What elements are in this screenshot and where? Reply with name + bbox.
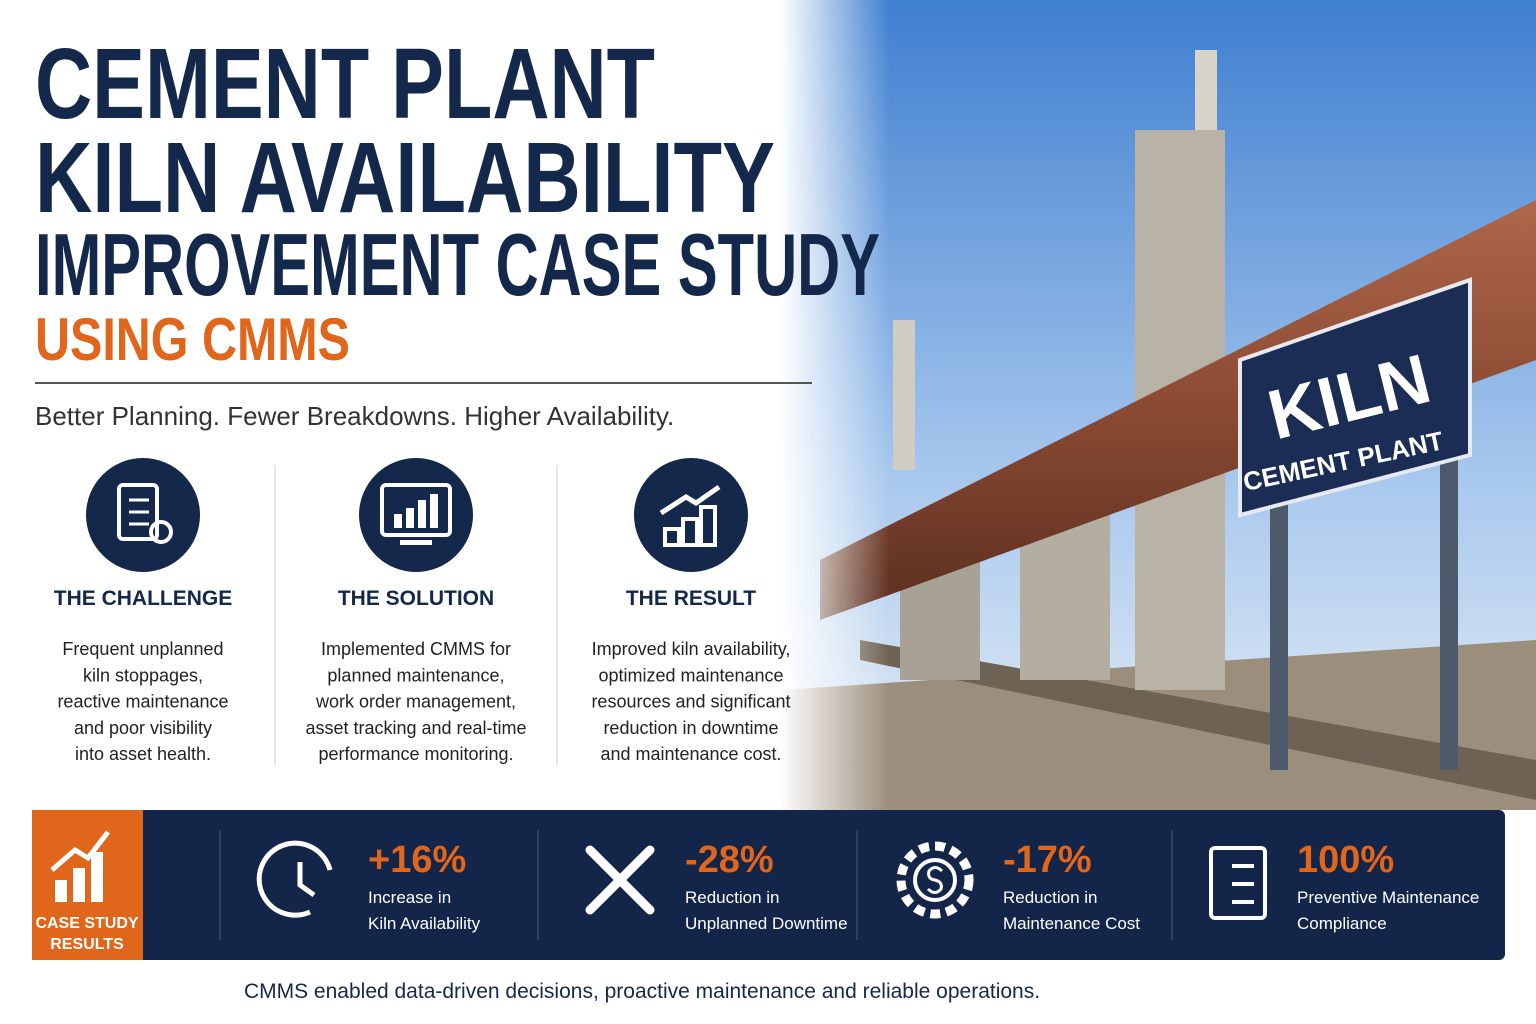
results-label-icon bbox=[50, 830, 110, 902]
column-text: asset tracking and real-time bbox=[305, 718, 526, 738]
icon-part bbox=[117, 483, 159, 541]
stat-label: Preventive Maintenance bbox=[1297, 888, 1479, 907]
icon-part bbox=[699, 505, 717, 547]
stat-label: Unplanned Downtime bbox=[685, 914, 848, 933]
column: THE SOLUTION Implemented CMMS for planned … bbox=[305, 458, 527, 764]
stat: 100% Preventive Maintenance Compliance bbox=[1209, 839, 1479, 933]
title-line: KILN AVAILABILITY bbox=[35, 122, 775, 234]
stat-value: 100% bbox=[1297, 839, 1394, 881]
photo: KILN CEMENT PLANT bbox=[780, 0, 1536, 810]
title-line: IMPROVEMENT CASE STUDY bbox=[35, 215, 880, 314]
results-label: CASE STUDY bbox=[35, 915, 138, 932]
results-label-box bbox=[32, 810, 143, 960]
icon-part bbox=[659, 484, 721, 516]
column-heading: THE RESULT bbox=[626, 587, 756, 610]
tagline: Better Planning. Fewer Breakdowns. Highe… bbox=[35, 401, 674, 431]
column-text: Improved kiln availability, bbox=[592, 639, 791, 659]
icon-part bbox=[149, 520, 173, 544]
icon-circle bbox=[359, 458, 473, 572]
icon-part bbox=[585, 845, 655, 915]
footer: CMMS enabled data-driven decisions, proa… bbox=[244, 980, 1040, 1003]
column-heading: THE SOLUTION bbox=[338, 587, 494, 610]
icon-part bbox=[400, 540, 432, 545]
icon-part bbox=[394, 514, 402, 528]
column: THE CHALLENGE Frequent unplanned kiln stop… bbox=[54, 458, 233, 764]
column-text: Implemented CMMS for bbox=[321, 639, 511, 659]
column-text: kiln stoppages, bbox=[83, 665, 203, 685]
icon-part bbox=[681, 517, 699, 547]
column-text: and poor visibility bbox=[74, 718, 212, 738]
stat-value: -17% bbox=[1003, 839, 1092, 881]
stat-label: Kiln Availability bbox=[368, 914, 481, 933]
stat: +16% Increase in Kiln Availability bbox=[256, 839, 481, 933]
results-label: RESULTS bbox=[50, 936, 124, 953]
icon-part bbox=[380, 483, 452, 537]
stat-value: -28% bbox=[685, 839, 774, 881]
icon-part bbox=[896, 841, 974, 919]
columns: THE CHALLENGE Frequent unplanned kiln stop… bbox=[54, 458, 791, 765]
stat-label: Maintenance Cost bbox=[1003, 914, 1140, 933]
column-text: performance monitoring. bbox=[318, 744, 513, 764]
stat-label: Compliance bbox=[1297, 914, 1387, 933]
icon-part bbox=[913, 858, 957, 902]
column-text: resources and significant bbox=[591, 692, 790, 712]
subtitle: USING CMMS bbox=[35, 306, 350, 373]
title-line: CEMENT PLANT bbox=[35, 28, 655, 140]
column-text: into asset health. bbox=[75, 744, 211, 764]
icon-part bbox=[297, 862, 316, 898]
icon-part bbox=[418, 500, 426, 528]
column-text: reactive maintenance bbox=[57, 692, 228, 712]
stat: -17% Reduction in Maintenance Cost bbox=[896, 839, 1140, 933]
results-banner bbox=[32, 810, 1505, 960]
icon-circle bbox=[634, 458, 748, 572]
icon-part bbox=[256, 840, 333, 918]
column-text: work order management, bbox=[315, 692, 516, 712]
header: CEMENT PLANT KILN AVAILABILITY IMPROVEME… bbox=[35, 28, 880, 373]
stat: -28% Reduction in Unplanned Downtime bbox=[585, 839, 848, 933]
stat-label: Reduction in bbox=[685, 888, 780, 907]
icon-part bbox=[406, 508, 414, 528]
icon-circle bbox=[86, 458, 200, 572]
icon-part bbox=[430, 494, 438, 528]
icon-part bbox=[663, 527, 681, 547]
column-text: planned maintenance, bbox=[327, 665, 504, 685]
stat-value: +16% bbox=[368, 839, 466, 881]
stats: +16% Increase in Kiln Availability -28% Redu… bbox=[219, 830, 1479, 940]
column-text: reduction in downtime bbox=[603, 718, 778, 738]
column: THE RESULT Improved kiln availability, opt… bbox=[591, 458, 791, 764]
column-text: and maintenance cost. bbox=[600, 744, 781, 764]
column-text: Frequent unplanned bbox=[62, 639, 223, 659]
stat-label: Increase in bbox=[368, 888, 451, 907]
column-text: optimized maintenance bbox=[598, 665, 783, 685]
column-heading: THE CHALLENGE bbox=[54, 587, 233, 610]
icon-part bbox=[1209, 846, 1267, 920]
stat-label: Reduction in bbox=[1003, 888, 1098, 907]
icon-part bbox=[926, 866, 944, 894]
